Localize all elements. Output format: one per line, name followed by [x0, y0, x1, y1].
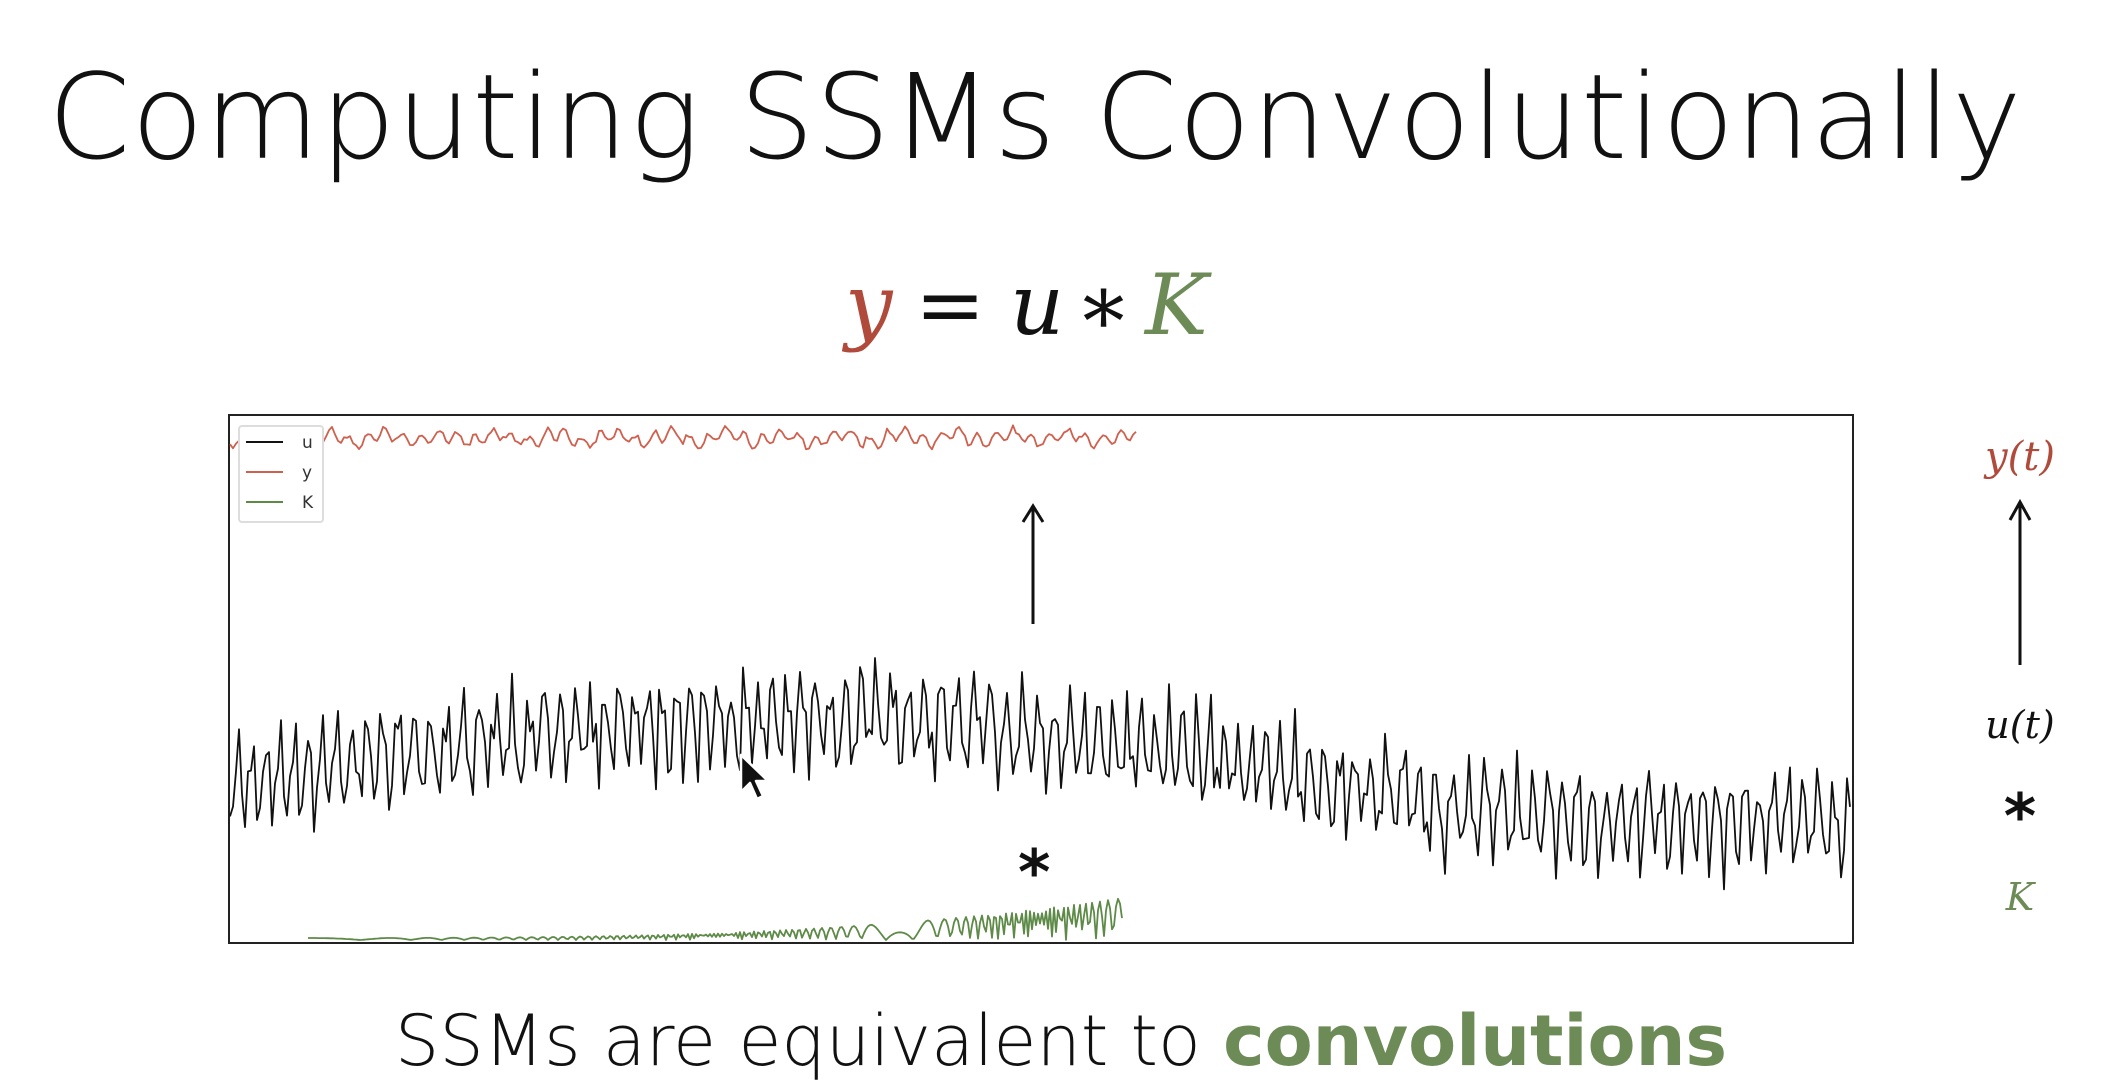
side-diagram: y(t) u(t) * K	[1983, 434, 2055, 919]
legend-y-label: y	[302, 463, 312, 483]
side-label-u-t: u(t)	[1985, 703, 2054, 747]
slide-caption: SSMs are equivalent to convolutions	[0, 1000, 2122, 1082]
caption-highlight: convolutions	[1223, 1000, 1728, 1082]
signal-plot: u y K *	[228, 414, 1854, 944]
equation-u: u	[1010, 256, 1064, 354]
mouse-cursor-icon	[739, 753, 770, 801]
equation-K: K	[1143, 256, 1212, 354]
plot-up-arrow	[1021, 503, 1045, 624]
convolution-equation: y = u ∗ K	[841, 256, 1212, 354]
legend: u y K	[238, 425, 324, 523]
K-kernel-line	[308, 897, 1123, 941]
legend-K-label: K	[302, 493, 314, 513]
equation-star: ∗	[1075, 256, 1132, 354]
caption-text: SSMs are equivalent to	[394, 1000, 1224, 1082]
equation-equals: =	[915, 256, 985, 354]
side-label-K: K	[2005, 875, 2037, 919]
plot-convolution-star: *	[1018, 836, 1050, 909]
u-signal-line	[229, 657, 1851, 891]
side-label-y-t: y(t)	[1983, 434, 2055, 480]
y-output-line	[229, 424, 1137, 451]
side-up-arrow	[2008, 498, 2032, 665]
equation-y: y	[841, 256, 894, 354]
side-label-star: *	[2004, 780, 2036, 853]
legend-u-label: u	[302, 433, 313, 453]
slide-title: Computing SSMs Convolutionally	[48, 48, 2023, 186]
